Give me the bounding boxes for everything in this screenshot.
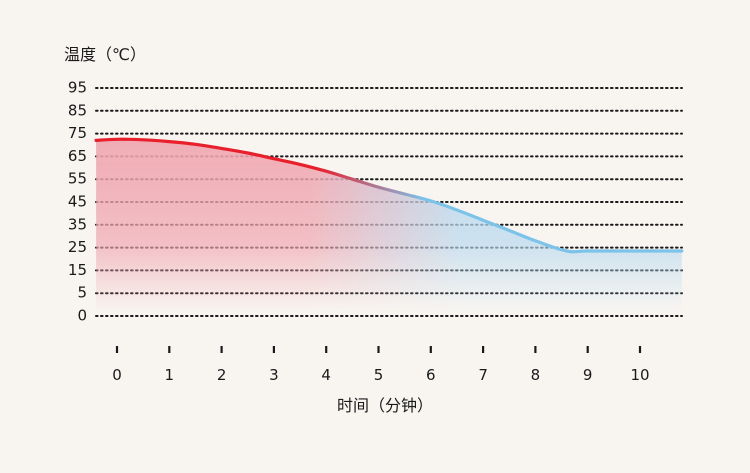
- y-tick-label: 75: [68, 124, 87, 142]
- x-tick-label: 5: [374, 366, 384, 384]
- y-axis-title: 温度（℃）: [64, 45, 146, 64]
- y-tick-labels: 0 5 15 25 35 45 55 65 75 85 95: [68, 79, 87, 325]
- x-tick-label: 10: [630, 366, 649, 384]
- x-tick-label: 1: [165, 366, 175, 384]
- y-tick-label: 15: [68, 261, 87, 279]
- x-tick-label: 7: [478, 366, 488, 384]
- y-tick-label: 85: [68, 101, 87, 119]
- y-tick-label: 45: [68, 193, 87, 211]
- temperature-line: [94, 137, 684, 254]
- x-tick-label: 6: [426, 366, 436, 384]
- x-tick-labels: 0 1 2 3 4 5 6 7 8 9 10: [112, 366, 649, 384]
- y-tick-label: 35: [68, 215, 87, 233]
- y-tick-label: 5: [77, 284, 87, 302]
- y-tick-label: 25: [68, 238, 87, 256]
- x-tick-label: 2: [217, 366, 227, 384]
- y-tick-label: 95: [68, 79, 87, 97]
- x-tick-label: 8: [531, 366, 541, 384]
- y-tick-label: 0: [77, 307, 87, 325]
- x-tick-label: 3: [269, 366, 279, 384]
- y-tick-label: 65: [68, 147, 87, 165]
- x-tick-marks: [115, 346, 642, 353]
- x-tick-label: 0: [112, 366, 122, 384]
- x-axis-title: 时间（分钟）: [337, 396, 433, 415]
- x-tick-label: 9: [583, 366, 593, 384]
- y-tick-label: 55: [68, 170, 87, 188]
- temperature-area: [96, 139, 682, 312]
- x-tick-label: 4: [321, 366, 331, 384]
